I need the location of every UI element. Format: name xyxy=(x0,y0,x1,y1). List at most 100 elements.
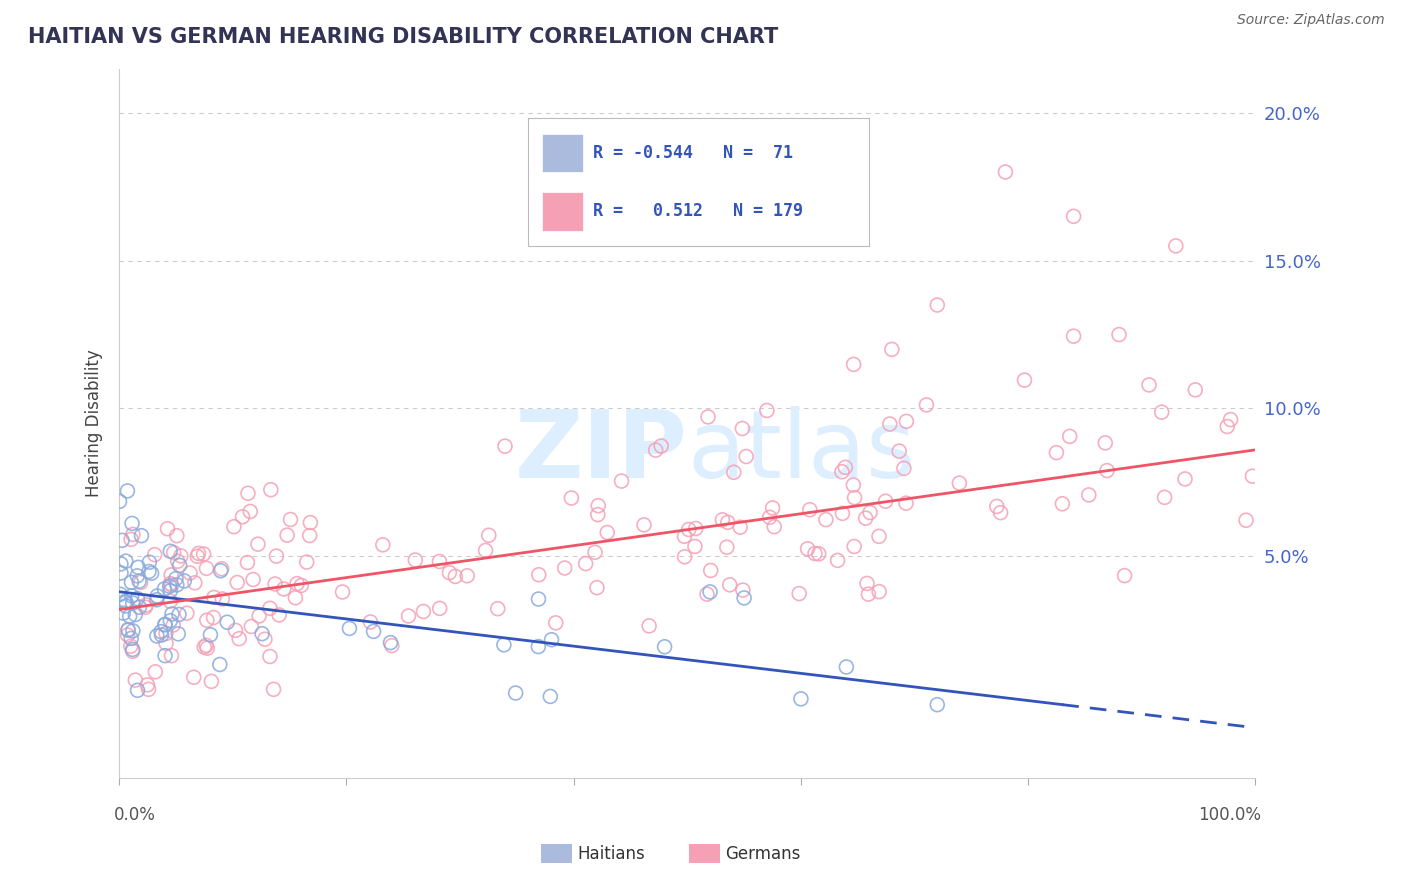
Point xyxy=(117,623,139,637)
Point xyxy=(889,444,911,458)
Point xyxy=(723,465,745,479)
Point xyxy=(121,596,143,610)
Point xyxy=(122,624,145,638)
Point xyxy=(398,609,420,624)
Point xyxy=(1094,435,1116,450)
Point xyxy=(195,561,218,575)
Point xyxy=(380,635,402,649)
Point xyxy=(128,600,150,615)
Point xyxy=(728,520,751,534)
Point xyxy=(153,617,176,632)
Point xyxy=(146,629,169,643)
Point xyxy=(731,421,754,435)
Point xyxy=(153,648,176,663)
Point xyxy=(735,450,758,464)
Point xyxy=(711,513,734,527)
Point xyxy=(285,576,308,591)
Point xyxy=(1150,405,1173,419)
Point xyxy=(160,648,183,663)
Point xyxy=(120,639,142,653)
Point xyxy=(160,607,183,621)
Text: HAITIAN VS GERMAN HEARING DISABILITY CORRELATION CHART: HAITIAN VS GERMAN HEARING DISABILITY COR… xyxy=(28,27,779,46)
Point xyxy=(1108,327,1130,342)
Point xyxy=(787,586,810,600)
Point xyxy=(990,506,1012,520)
Point xyxy=(575,557,598,571)
Point xyxy=(717,516,740,530)
Point xyxy=(166,578,188,592)
Point xyxy=(159,579,181,593)
Point xyxy=(232,509,254,524)
Point xyxy=(211,591,233,606)
Point xyxy=(134,600,156,615)
Point xyxy=(429,601,451,615)
Point xyxy=(896,414,918,428)
Point xyxy=(163,546,186,560)
Point xyxy=(1164,239,1187,253)
Point xyxy=(1153,491,1175,505)
Point xyxy=(236,486,259,500)
Point xyxy=(762,500,785,515)
Point xyxy=(696,587,718,601)
Point xyxy=(758,510,780,524)
Point xyxy=(915,398,938,412)
Point xyxy=(844,540,866,554)
Point xyxy=(120,533,142,547)
Point xyxy=(610,474,633,488)
Point xyxy=(332,585,354,599)
Point xyxy=(159,576,181,591)
Point xyxy=(253,632,276,647)
Point xyxy=(831,465,853,479)
Point xyxy=(183,670,205,684)
Point xyxy=(858,587,880,601)
Point xyxy=(118,609,141,624)
Point xyxy=(121,642,143,657)
Point xyxy=(143,665,166,679)
Point xyxy=(1137,378,1160,392)
Point xyxy=(1174,472,1197,486)
Point xyxy=(153,617,176,632)
Point xyxy=(1184,383,1206,397)
Point xyxy=(186,549,208,564)
Point xyxy=(138,555,160,569)
Point xyxy=(284,591,307,605)
Point xyxy=(927,298,949,312)
Point xyxy=(138,682,160,697)
Point xyxy=(266,549,288,563)
Point xyxy=(136,678,159,692)
Point xyxy=(209,564,232,578)
Point xyxy=(1059,429,1081,443)
Point xyxy=(339,621,361,635)
Point xyxy=(755,403,778,417)
Point xyxy=(114,599,136,613)
Text: 100.0%: 100.0% xyxy=(1198,806,1261,824)
Point xyxy=(114,554,136,568)
Point xyxy=(193,547,215,561)
Point xyxy=(193,640,215,654)
Point xyxy=(269,607,291,622)
Point xyxy=(159,583,181,598)
Point xyxy=(211,562,233,576)
Point xyxy=(360,615,382,629)
Point xyxy=(1234,513,1257,527)
Point xyxy=(1219,412,1241,426)
Point xyxy=(131,529,153,543)
Point xyxy=(540,632,562,647)
Point xyxy=(527,640,550,654)
Point xyxy=(143,548,166,562)
Point xyxy=(290,578,312,592)
Point xyxy=(236,556,259,570)
Point xyxy=(200,674,222,689)
Point xyxy=(217,615,239,630)
Point xyxy=(141,566,163,581)
Point xyxy=(796,541,818,556)
Point xyxy=(146,589,169,603)
Point xyxy=(1095,464,1118,478)
Point xyxy=(586,581,609,595)
Point xyxy=(127,569,149,583)
Point xyxy=(298,528,321,542)
Point xyxy=(538,690,561,704)
Point xyxy=(638,619,661,633)
Point xyxy=(124,673,146,687)
Point xyxy=(250,626,273,640)
